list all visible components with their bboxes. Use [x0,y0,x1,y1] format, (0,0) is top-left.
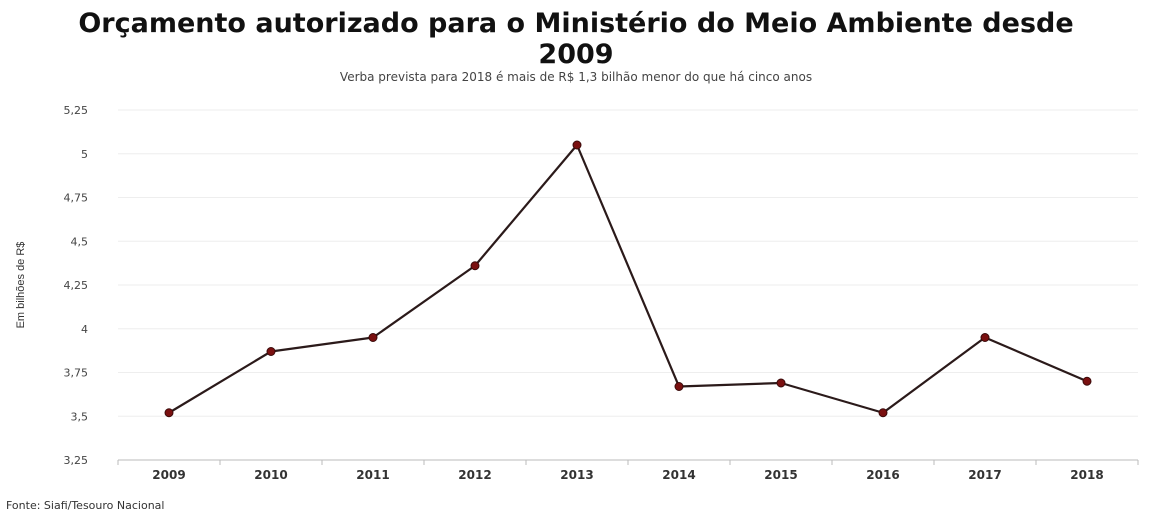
x-tick-label: 2013 [560,468,593,482]
chart-subtitle: Verba prevista para 2018 é mais de R$ 1,… [339,70,813,84]
y-tick-label: 4,75 [64,192,89,205]
x-tick-label: 2010 [254,468,287,482]
series-markers [164,140,1092,418]
y-tick-label: 4,25 [64,279,89,292]
data-point [368,333,378,342]
x-tick-label: 2009 [152,468,185,482]
y-tick-label: 4,5 [71,235,89,248]
data-point [164,408,174,418]
data-point [674,382,684,391]
x-tick-label: 2016 [866,468,899,482]
line-chart: 3,25 3,5 3,75 4 4,25 4,5 4,75 5 5,25 2009 2010 201… [15,104,1139,482]
x-tick-label: 2014 [662,468,695,482]
source-note: Fonte: Siafi/Tesouro Nacional [6,499,165,512]
y-tick-label: 3,25 [64,454,89,467]
x-axis [117,459,1139,465]
series-line [168,143,1088,414]
x-axis-ticks: 2009 2010 2011 2012 2013 2014 2015 2016 2017 2018 [152,468,1103,482]
y-tick-label: 5,25 [64,104,89,117]
series-line-path [168,143,1088,414]
y-tick-label: 4 [81,323,88,336]
x-tick-label: 2017 [968,468,1001,482]
chart-title-line-1: Orçamento autorizado para o Ministério d… [78,8,1074,39]
y-tick-label: 3,75 [64,367,89,380]
data-point [1082,376,1092,386]
grid-lines [118,109,1138,417]
y-axis-label: Em bilhões de R$ [15,242,27,329]
data-point [470,261,480,271]
data-point [572,140,582,150]
y-tick-label: 3,5 [71,410,89,423]
data-point [878,408,888,418]
chart-title: Orçamento autorizado para o Ministério d… [0,8,1152,70]
x-tick-label: 2011 [356,468,389,482]
data-point [980,333,990,342]
x-tick-label: 2015 [764,468,797,482]
y-tick-label: 5 [81,148,88,161]
data-point [266,347,276,356]
data-point [776,378,786,388]
y-axis-ticks: 3,25 3,5 3,75 4 4,25 4,5 4,75 5 5,25 [64,104,89,467]
x-tick-label: 2018 [1070,468,1103,482]
chart-title-line-2: 2009 [538,39,614,70]
x-tick-label: 2012 [458,468,491,482]
